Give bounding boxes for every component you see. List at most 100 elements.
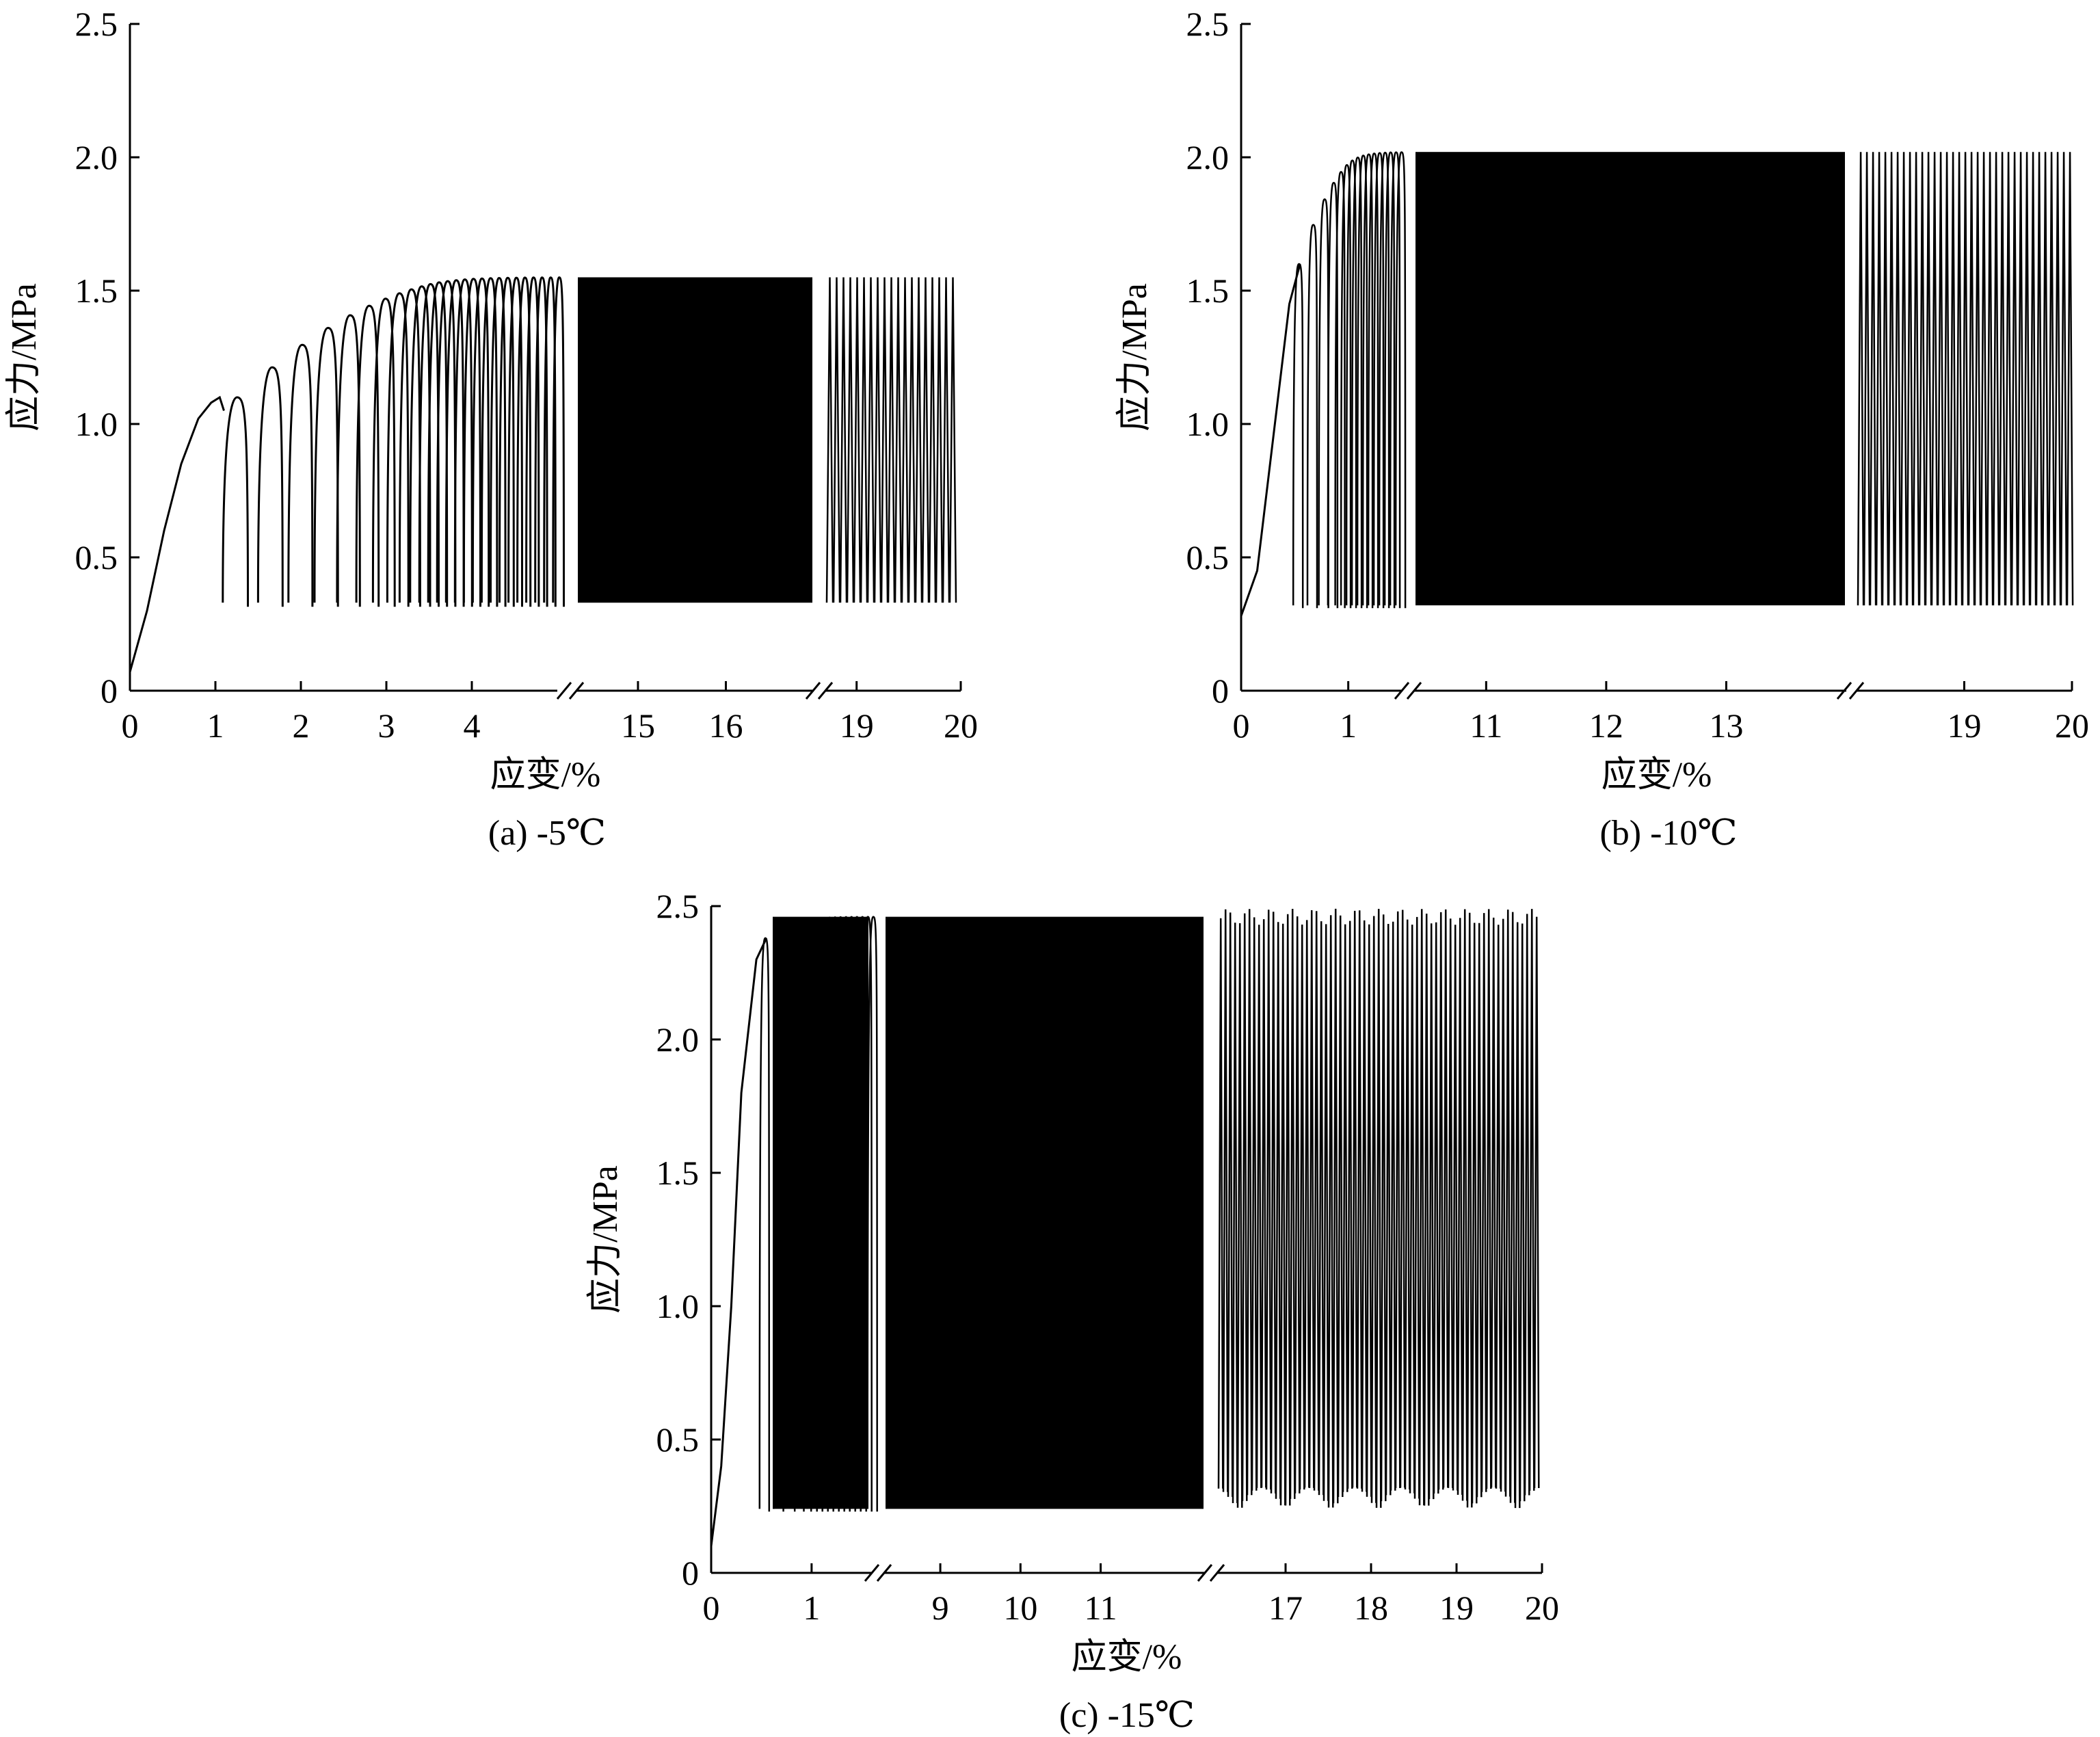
axis-break-mark [817, 682, 834, 700]
loading-cycle [1383, 151, 1396, 609]
x-tick-label: 9 [932, 1589, 949, 1627]
loading-cycle [516, 276, 532, 607]
x-tick-label: 11 [1084, 1589, 1117, 1627]
loading-cycle [525, 276, 540, 607]
x-tick-label: 0 [1233, 706, 1250, 745]
x-tick-label: 19 [840, 706, 874, 745]
loading-cycle [1389, 151, 1401, 609]
x-tick-label: 16 [708, 706, 743, 745]
loading-cycle [371, 297, 396, 607]
x-tick-label: 12 [1589, 706, 1623, 745]
axis-break-mark [805, 682, 821, 700]
loading-cycle [386, 292, 410, 607]
loading-cycle [453, 278, 473, 607]
x-tick-label: 3 [378, 706, 395, 745]
axes: 00.51.01.52.02.50 1 9 10 11 17 18 19 20 [656, 887, 1560, 1627]
chart-panel-1: 00.51.01.52.02.50 1 11 12 13 19 20应变/%应力/MPa(b… [1115, 5, 2089, 853]
loading-cycle [1351, 156, 1363, 609]
x-tick-label: 2 [293, 706, 310, 745]
x-axis-title: 应变/% [490, 756, 601, 795]
y-tick-label: 1.0 [75, 405, 118, 443]
y-tick-label: 0.5 [1186, 538, 1230, 576]
x-tick-label: 20 [1525, 1589, 1559, 1627]
initial-loading-curve [129, 395, 225, 673]
axis-break-mark [1209, 1564, 1225, 1582]
cycle-series-segment-1 [578, 277, 812, 603]
dense-cycle-block [578, 277, 812, 603]
loading-cycle [355, 304, 380, 607]
loading-cycle [480, 277, 499, 607]
loading-cycle [1345, 159, 1357, 609]
y-tick-label: 1.5 [75, 271, 118, 310]
y-tick-label: 0 [682, 1554, 699, 1592]
x-tick-label: 10 [1003, 1589, 1037, 1627]
y-tick-label: 0.5 [656, 1420, 700, 1459]
loading-cycle [436, 280, 457, 607]
loading-cycle [1372, 152, 1385, 609]
loading-cycle [499, 276, 515, 607]
axis-break-mark [556, 682, 572, 700]
y-tick-label: 0.5 [75, 538, 118, 576]
dense-cycle-block [886, 916, 1204, 1509]
loading-cycle [1340, 163, 1352, 609]
dense-cycle-block [773, 916, 868, 1509]
loading-cycle [1356, 155, 1368, 609]
cycle-series-segment-1 [886, 916, 1204, 1509]
y-axis-title: 应力/MPa [1115, 283, 1154, 432]
loading-cycle [1292, 263, 1304, 609]
x-tick-label: 15 [621, 706, 655, 745]
loading-cycle [1394, 151, 1407, 609]
axis-break-mark [1848, 682, 1865, 700]
axis-break-mark [876, 1564, 892, 1582]
y-tick-label: 2.0 [75, 138, 118, 176]
y-tick-label: 1.5 [1186, 271, 1230, 310]
y-tick-label: 2.5 [1186, 5, 1230, 43]
loading-cycle [1378, 151, 1390, 609]
x-tick-label: 13 [1709, 706, 1743, 745]
loading-cycle [256, 366, 284, 607]
loading-cycle [398, 288, 421, 607]
dense-cycle-block [1415, 152, 1845, 606]
cycle-series-segment-2 [825, 277, 957, 603]
chart-panel-2: 00.51.01.52.02.50 1 9 10 11 17 18 19 20应变/%应力/MP… [586, 887, 1559, 1735]
y-tick-label: 0 [101, 672, 118, 710]
loading-cycle [471, 277, 490, 607]
panel-caption: (b) -10℃ [1599, 814, 1737, 853]
x-tick-label: 1 [1340, 706, 1357, 745]
initial-loading-curve [710, 938, 768, 1547]
x-tick-label: 0 [122, 706, 139, 745]
y-tick-label: 2.5 [75, 5, 118, 43]
loading-cycle [507, 276, 523, 607]
panel-caption: (c) -15℃ [1059, 1696, 1195, 1735]
y-tick-label: 0 [1212, 672, 1229, 710]
x-tick-label: 20 [944, 706, 978, 745]
initial-loading-curve [1240, 263, 1301, 617]
axis-break-mark [1394, 682, 1410, 700]
cyclic-loading-curves [129, 276, 957, 673]
loading-cycle [1361, 153, 1374, 609]
loading-cycle-group [1217, 908, 1540, 1509]
x-tick-label: 17 [1268, 1589, 1303, 1627]
loading-cycle-group [1857, 152, 2074, 606]
loading-cycle [534, 276, 548, 607]
axis-break-mark [1197, 1564, 1213, 1582]
cycle-series-segment-1 [1415, 152, 1845, 606]
chart-panel-0: 0 0.5 1.0 1.5 2.0 2.5 0 1 2 3 4 15 16 19 20 应变/% 应力/MPa (… [5, 5, 978, 853]
loading-cycle [313, 326, 339, 607]
loading-cycle [1367, 153, 1379, 609]
x-tick-label: 19 [1948, 706, 1982, 745]
y-tick-label: 2.0 [1186, 138, 1230, 176]
axes: 00.51.01.52.02.50 1 11 12 13 19 20 [1186, 5, 2090, 745]
x-tick-label: 1 [803, 1589, 820, 1627]
axis-break-mark [568, 682, 585, 700]
axis-break-mark [1406, 682, 1422, 700]
axes: 0 0.5 1.0 1.5 2.0 2.5 0 1 2 3 4 15 16 19 20 [75, 5, 979, 745]
loading-cycle [758, 937, 771, 1512]
y-axis-title: 应力/MPa [586, 1165, 625, 1314]
x-tick-label: 11 [1470, 706, 1502, 745]
x-tick-label: 4 [464, 706, 481, 745]
cycle-series-segment-2 [1857, 152, 2074, 606]
y-tick-label: 1.0 [1186, 405, 1230, 443]
loading-cycle [552, 276, 565, 607]
